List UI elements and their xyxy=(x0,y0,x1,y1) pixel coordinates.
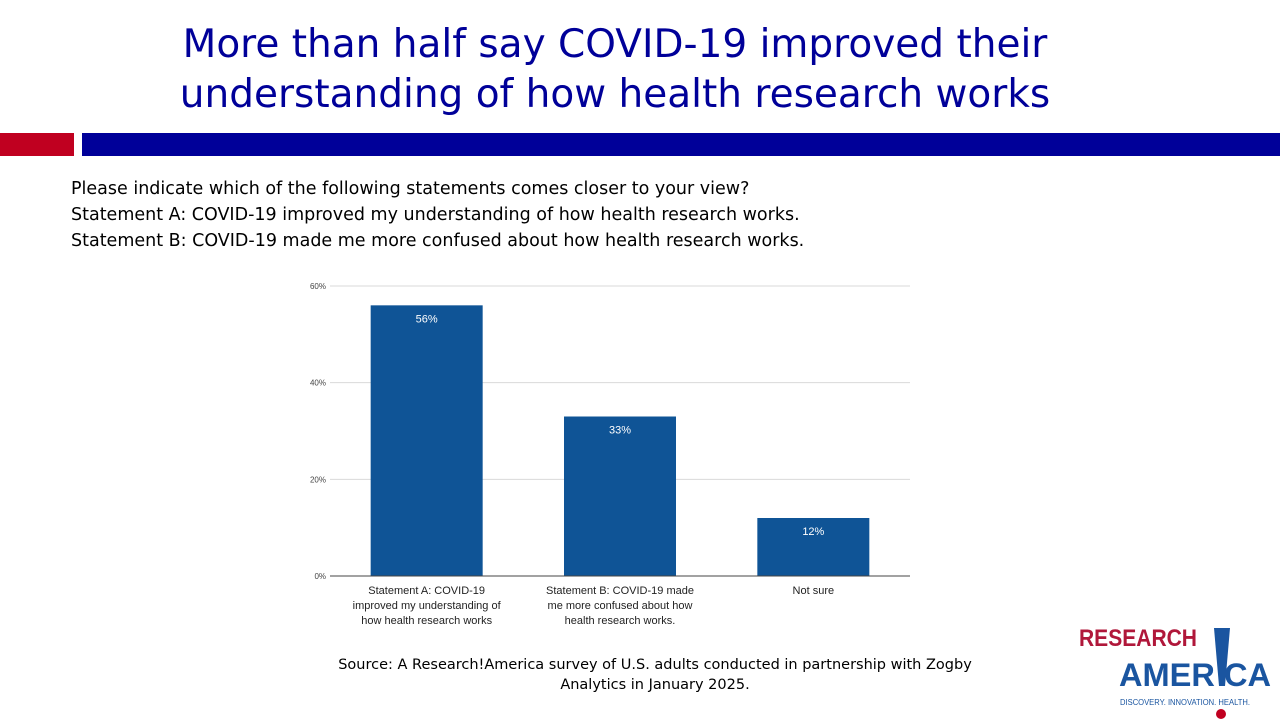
svg-text:RESEARCH: RESEARCH xyxy=(1079,625,1197,652)
y-tick-label: 20% xyxy=(310,475,326,484)
research-america-logo: RESEARCH AMER CA DISCOVERY. INNOVATION. … xyxy=(1079,625,1271,719)
bar xyxy=(370,305,483,576)
y-tick-label: 60% xyxy=(310,282,326,291)
data-label: 56% xyxy=(416,313,438,325)
blue-divider xyxy=(82,133,1280,156)
y-tick-label: 0% xyxy=(314,572,326,581)
statement-b: Statement B: COVID-19 made me more confu… xyxy=(71,231,805,251)
bar xyxy=(757,518,870,576)
data-label: 33% xyxy=(609,425,631,437)
data-label: 12% xyxy=(802,526,824,538)
source-note: Source: A Research!America survey of U.S… xyxy=(338,657,972,693)
question-line: Please indicate which of the following s… xyxy=(71,179,750,199)
x-tick-label: how health research works xyxy=(361,615,492,627)
svg-text:AMER CA: AMER CA xyxy=(1119,657,1271,693)
y-tick-label: 40% xyxy=(310,379,326,388)
question-text: Please indicate which of the following s… xyxy=(71,176,804,254)
bar xyxy=(564,416,676,576)
x-tick-label: improved my understanding of xyxy=(353,600,502,612)
x-tick-label: me more confused about how xyxy=(548,600,693,612)
x-tick-label: Statement A: COVID-19 xyxy=(368,585,485,597)
statement-a: Statement A: COVID-19 improved my unders… xyxy=(71,205,800,225)
svg-text:DISCOVERY. INNOVATION. HEALTH.: DISCOVERY. INNOVATION. HEALTH. xyxy=(1120,698,1250,707)
slide-title: More than half say COVID-19 improved the… xyxy=(179,22,1051,117)
x-tick-label: health research works. xyxy=(565,615,676,627)
x-tick-label: Not sure xyxy=(793,585,835,597)
red-divider xyxy=(0,133,74,156)
x-tick-label: Statement B: COVID-19 made xyxy=(546,585,694,597)
